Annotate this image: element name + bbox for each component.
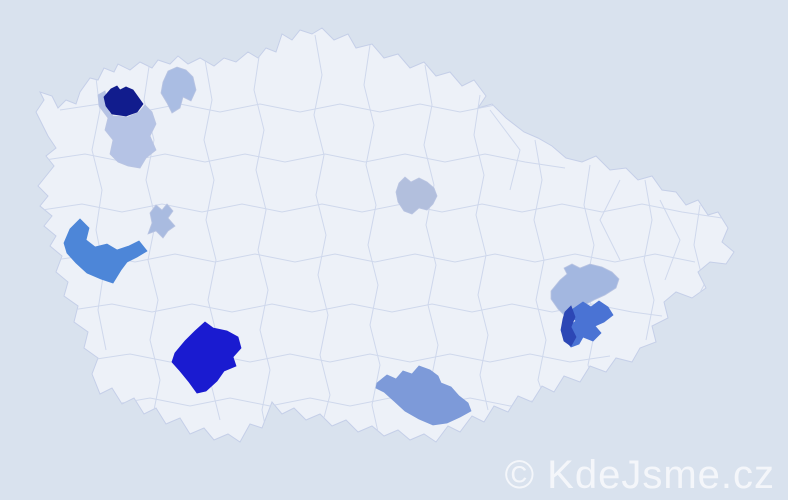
- district-highlight-northwest-navy[interactable]: [103, 85, 144, 117]
- district-highlight-west-cornflower[interactable]: [63, 218, 148, 284]
- district-highlight-northwest-large-light[interactable]: [97, 90, 157, 169]
- district-highlight-southeast-medium[interactable]: [375, 365, 472, 426]
- district-highlight-east-navy-strip[interactable]: [560, 305, 577, 347]
- watermark-text: © KdeJsme.cz: [505, 453, 775, 497]
- district-highlight-central-light[interactable]: [395, 176, 438, 215]
- district-highlight-south-bright-blue[interactable]: [171, 321, 242, 394]
- district-highlight-west-small-light[interactable]: [147, 203, 176, 239]
- district-highlight-north-light[interactable]: [160, 66, 197, 114]
